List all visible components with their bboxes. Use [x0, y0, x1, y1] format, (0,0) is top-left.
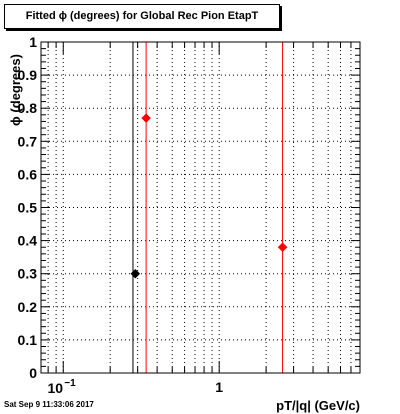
data-point: [141, 113, 151, 123]
data-point: [130, 268, 141, 279]
y-tick-label: 0.7: [18, 133, 38, 149]
y-tick-label: 0.3: [18, 266, 38, 282]
x-tick-label: 10: [47, 380, 63, 396]
timestamp: Sat Sep 9 11:33:06 2017: [4, 400, 94, 409]
grid: [41, 42, 361, 373]
y-tick-label: 1: [29, 34, 37, 50]
data-point: [277, 242, 288, 253]
y-tick-label: 0: [29, 365, 37, 381]
x-axis-label: pT/|q| (GeV/c): [276, 398, 360, 413]
y-tick-label: 0.2: [18, 299, 38, 315]
plot-frame: [40, 41, 361, 374]
tick-labels: 0 0.1 0.2 0.3 0.4 0.5 0.6 0.7 0.8 0.9 1 10 −1 1: [18, 34, 224, 396]
y-tick-label: 0.4: [18, 233, 38, 249]
y-tick-label: 0.8: [18, 100, 38, 116]
data-points: [130, 113, 288, 279]
y-tick-label: 0.9: [18, 67, 38, 83]
x-tick-label: 1: [215, 379, 223, 395]
y-tick-label: 0.5: [18, 200, 38, 216]
marker-lines: [132, 42, 284, 373]
x-tick-label-exponent: −1: [64, 378, 76, 389]
y-tick-label: 0.6: [18, 166, 38, 182]
y-axis-label: ϕ (degrees): [8, 54, 23, 126]
chart-title: Fitted ϕ (degrees) for Global Rec Pion E…: [4, 4, 280, 29]
axis-ticks: [41, 41, 361, 374]
y-tick-label: 0.1: [18, 332, 38, 348]
